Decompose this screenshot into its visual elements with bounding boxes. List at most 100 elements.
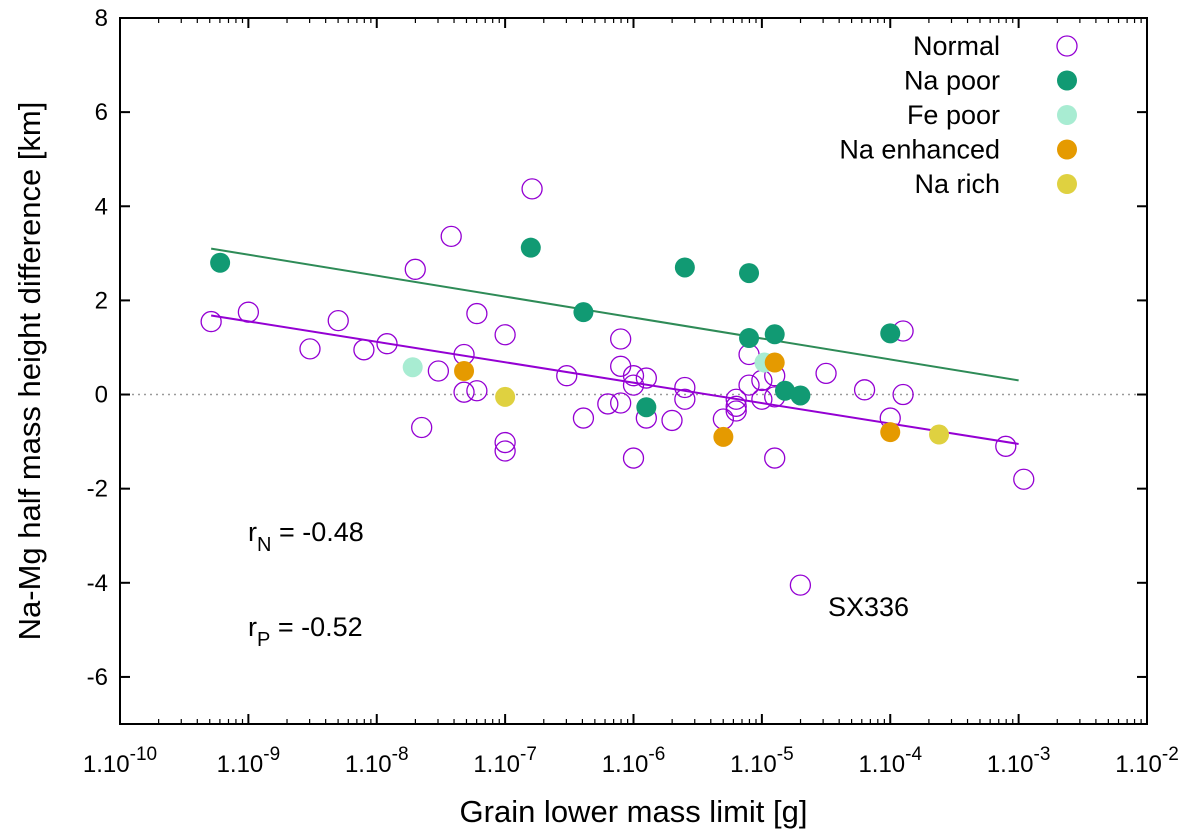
point-na-poor <box>774 380 795 401</box>
point-normal <box>661 409 683 432</box>
point-na-poor <box>880 323 901 344</box>
point-normal <box>353 339 375 361</box>
y-tick-label: -2 <box>87 476 108 503</box>
point-na-poor <box>674 257 695 278</box>
legend: Normal Na poor Fe poor Na enhanced Na rich <box>839 31 1078 199</box>
x-tick-label: 1.10-8 <box>345 744 409 778</box>
legend-marker-normal <box>1056 35 1078 57</box>
point-normal <box>376 333 398 355</box>
point-normal <box>622 374 645 396</box>
points-layer <box>200 178 1035 596</box>
point-na-enhanced <box>880 422 901 443</box>
point-normal <box>494 324 516 346</box>
point-na-enhanced <box>713 426 734 447</box>
point-normal <box>453 381 475 403</box>
point-normal <box>751 369 773 392</box>
point-normal <box>299 338 321 360</box>
annotation-r-normal: rN = -0.48 <box>248 517 364 556</box>
x-tick-label: 1.10-7 <box>473 744 537 778</box>
legend-label-na-enhanced: Na enhanced <box>839 135 1000 165</box>
point-normal <box>521 178 543 200</box>
point-normal <box>237 301 260 323</box>
legend-marker-na-rich <box>1057 174 1077 194</box>
point-normal <box>725 395 747 417</box>
point-normal <box>427 360 450 382</box>
point-normal <box>556 365 578 387</box>
point-na-poor <box>764 324 785 345</box>
point-normal <box>789 574 812 596</box>
point-normal <box>674 388 696 410</box>
x-tick-label: 1.10-4 <box>858 744 922 778</box>
point-normal <box>725 388 747 410</box>
point-normal <box>995 435 1017 457</box>
point-normal <box>725 400 747 422</box>
point-normal <box>200 310 222 333</box>
legend-label-fe-poor: Fe poor <box>907 100 1000 130</box>
point-normal <box>411 416 433 439</box>
x-tick-label: 1.10-6 <box>602 744 666 778</box>
point-normal <box>466 380 488 402</box>
point-normal <box>674 376 696 399</box>
fit-lines-layer <box>210 247 1019 445</box>
legend-marker-fe-poor <box>1057 105 1077 125</box>
axes-layer: -6 -4 -2 0 2 4 6 8 1.10-10 1.10-9 1.10-8 1.10-7 1.10… <box>83 5 1179 778</box>
point-normal <box>764 447 786 469</box>
x-tick-label: 1.10-10 <box>83 744 157 778</box>
y-tick-label: 8 <box>95 5 108 32</box>
point-na-poor <box>739 328 760 349</box>
y-tick-label: 6 <box>95 99 108 126</box>
point-na-rich <box>929 424 950 445</box>
point-na-enhanced <box>454 361 475 381</box>
point-normal <box>853 379 876 401</box>
point-normal <box>572 407 595 429</box>
y-tick-label: -6 <box>87 664 108 691</box>
legend-marker-na-poor <box>1057 70 1077 91</box>
x-tick-label: 1.10-3 <box>987 744 1051 778</box>
point-normal <box>440 225 462 248</box>
point-na-poor <box>573 302 594 323</box>
point-normal <box>610 328 632 350</box>
point-normal <box>610 392 632 414</box>
annotation-sx336: SX336 <box>828 592 909 622</box>
fit-line-normal <box>210 314 1019 445</box>
point-na-poor <box>520 237 541 258</box>
point-normal <box>815 362 837 385</box>
y-tick-label: 0 <box>95 382 108 409</box>
point-na-enhanced <box>764 352 785 373</box>
point-normal <box>327 309 349 332</box>
y-tick-label: -4 <box>87 570 108 597</box>
x-tick-label: 1.10-5 <box>730 744 794 778</box>
point-na-poor <box>739 263 760 284</box>
x-tick-label: 1.10-9 <box>217 744 281 778</box>
point-na-poor <box>790 385 811 406</box>
legend-label-na-rich: Na rich <box>914 169 1000 199</box>
point-na-rich <box>495 386 516 407</box>
point-normal <box>494 440 516 462</box>
x-axis-title: Grain lower mass limit [g] <box>460 794 808 829</box>
point-fe-poor <box>402 357 423 378</box>
legend-marker-na-enhanced <box>1057 139 1077 160</box>
x-tick-label: 1.10-2 <box>1115 744 1179 778</box>
point-normal <box>404 258 426 280</box>
legend-label-normal: Normal <box>913 31 1000 61</box>
point-normal <box>751 388 773 410</box>
legend-label-na-poor: Na poor <box>904 66 1000 96</box>
point-normal <box>597 393 619 415</box>
point-normal <box>622 447 645 469</box>
point-na-poor <box>636 397 657 418</box>
point-normal <box>622 365 645 387</box>
point-normal <box>635 367 657 389</box>
point-normal <box>892 383 914 406</box>
point-normal <box>494 431 516 454</box>
annotation-r-poor: rP = -0.52 <box>248 612 363 651</box>
point-na-poor <box>210 252 231 273</box>
point-normal <box>466 302 488 325</box>
point-normal <box>738 374 760 396</box>
y-tick-label: 2 <box>95 287 108 314</box>
fit-line-na-poor <box>210 247 1019 382</box>
y-tick-label: 4 <box>95 193 108 220</box>
point-normal <box>1013 468 1035 490</box>
point-normal <box>610 355 632 377</box>
y-axis-title: Na-Mg half mass height difference [km] <box>12 102 47 641</box>
